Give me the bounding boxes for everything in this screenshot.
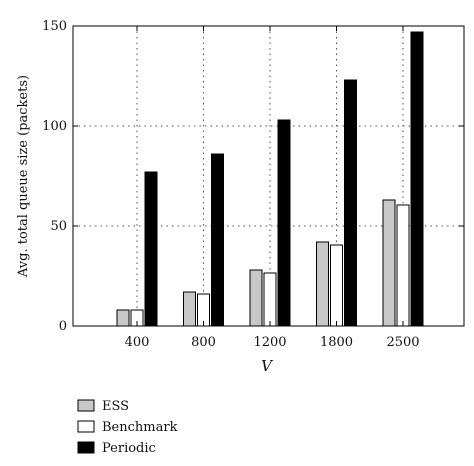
bar-ess-2500 bbox=[382, 199, 396, 327]
x-axis-label: V bbox=[261, 357, 274, 375]
x-axis-ticks: 400 800 1200 1800 2500 bbox=[125, 26, 420, 350]
y-axis-ticks: 0 50 100 150 bbox=[42, 19, 464, 334]
x-tick-label: 800 bbox=[191, 335, 216, 350]
x-tick-label: 2500 bbox=[386, 335, 419, 350]
x-tick-label: 1200 bbox=[253, 335, 286, 350]
legend-label-periodic: Periodic bbox=[102, 441, 156, 456]
bar-ess-400 bbox=[116, 309, 130, 327]
bar-ess-800 bbox=[183, 291, 196, 327]
legend-swatch-benchmark bbox=[77, 420, 95, 433]
legend: ESS Benchmark Periodic bbox=[77, 399, 178, 456]
y-tick-label: 50 bbox=[50, 219, 67, 234]
bar-periodic-1800 bbox=[344, 79, 357, 327]
bar-ess-1800 bbox=[316, 241, 329, 327]
bar-periodic-2500 bbox=[410, 31, 424, 327]
bar-benchmark-1800 bbox=[330, 244, 343, 327]
y-tick-label: 150 bbox=[42, 19, 67, 34]
bar-periodic-400 bbox=[144, 171, 158, 327]
bar-periodic-1200 bbox=[277, 119, 291, 327]
legend-swatch-periodic bbox=[77, 441, 95, 454]
bar-benchmark-2500 bbox=[396, 204, 410, 327]
y-tick-label: 0 bbox=[59, 319, 67, 334]
legend-swatch-ess bbox=[77, 399, 95, 412]
x-tick-label: 1800 bbox=[320, 335, 353, 350]
bar-ess-1200 bbox=[249, 269, 263, 327]
legend-label-ess: ESS bbox=[102, 399, 129, 414]
bar-periodic-800 bbox=[211, 153, 224, 327]
y-tick-label: 100 bbox=[42, 119, 67, 134]
x-tick-label: 400 bbox=[125, 335, 150, 350]
y-axis-label: Avg. total queue size (packets) bbox=[16, 75, 31, 278]
legend-label-benchmark: Benchmark bbox=[102, 420, 178, 435]
bars bbox=[116, 31, 424, 327]
plot-frame bbox=[72, 25, 465, 327]
bar-benchmark-1200 bbox=[263, 272, 277, 327]
